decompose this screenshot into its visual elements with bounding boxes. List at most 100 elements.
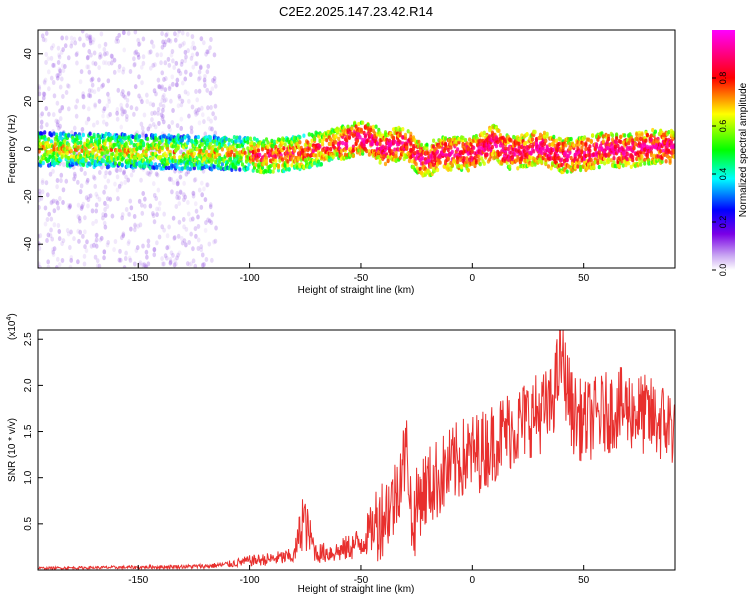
spectrogram-cell xyxy=(58,84,63,90)
spectrogram-cell xyxy=(126,92,131,98)
spectrogram-cell xyxy=(175,194,179,200)
spectrogram-cell xyxy=(55,265,59,268)
spectrogram-cell xyxy=(147,171,152,177)
spectrogram-cell xyxy=(118,257,123,263)
spectrogram-cell xyxy=(508,164,512,169)
spectrogram-cell xyxy=(40,178,45,184)
spectrogram-cell xyxy=(164,97,168,103)
spectrogram-cell xyxy=(163,60,168,66)
spectrogram-cell xyxy=(101,158,106,164)
spectrogram-cell xyxy=(177,30,182,34)
spectrogram-cell xyxy=(123,94,127,100)
spectrogram-cell xyxy=(132,56,136,62)
spectrogram-cell xyxy=(61,93,65,99)
spectrogram-cell xyxy=(504,146,508,151)
spectrogram-cell xyxy=(393,139,397,144)
spectrogram-cell xyxy=(92,175,97,181)
spectrogram-cell xyxy=(354,124,358,129)
spectrogram-cell xyxy=(116,38,121,44)
spectrogram-cell xyxy=(334,134,338,139)
spectrogram-cell xyxy=(51,249,55,255)
spectrogram-cell xyxy=(156,110,160,116)
spectrogram-cell xyxy=(122,265,127,268)
spectrogram-cell xyxy=(178,190,183,196)
spectrogram-cell xyxy=(214,225,218,231)
spectrogram-cell xyxy=(84,120,89,126)
spectrogram-cell xyxy=(591,133,595,138)
spectrogram-cell xyxy=(195,51,200,57)
spectrogram-cell xyxy=(121,89,125,95)
spectrogram-cell xyxy=(157,234,162,240)
spectrogram-cell xyxy=(117,67,121,73)
spectrogram-cell xyxy=(172,235,177,241)
spectrogram-cell xyxy=(108,111,112,117)
spectrogram-cell xyxy=(482,161,486,166)
spectrogram-cell xyxy=(162,98,167,104)
spectrogram-cell xyxy=(177,195,181,201)
spectrogram-cell xyxy=(146,261,151,267)
spectrogram-cell xyxy=(128,147,132,152)
spectrogram-cell xyxy=(57,52,61,58)
spectrogram-cell xyxy=(623,133,627,138)
spectrogram-cell xyxy=(175,123,180,129)
spectrogram-cell xyxy=(144,152,148,158)
spectrogram-cell xyxy=(56,141,60,146)
spectrogram-cell xyxy=(49,227,53,233)
spectrogram-cell xyxy=(196,134,200,140)
spectrogram-cell xyxy=(177,219,182,225)
spectrogram-cell xyxy=(208,90,213,96)
spectrogram-cell xyxy=(45,216,50,222)
spectrogram-cell xyxy=(178,174,183,180)
spectrogram-cell xyxy=(584,141,588,146)
spectrogram-cell xyxy=(87,69,92,75)
spectrogram-cell xyxy=(152,110,157,116)
spectrogram-cell xyxy=(478,162,482,167)
spectrogram-cell xyxy=(94,243,99,249)
spectrogram-cell xyxy=(90,208,95,214)
spectrogram-cell xyxy=(134,106,139,112)
spectrogram-cell xyxy=(358,135,362,140)
spectrogram-cell xyxy=(136,54,141,60)
spectrogram-cell xyxy=(171,81,175,87)
spectrogram-cell xyxy=(46,259,50,265)
spectrogram-cell xyxy=(206,49,211,55)
spectrogram-cell xyxy=(60,241,64,247)
spectrogram-cell xyxy=(211,111,215,117)
spectrogram-cell xyxy=(341,140,345,146)
spectrogram-cell xyxy=(141,262,145,268)
spectrogram-cell xyxy=(99,31,104,37)
spectrogram-cell xyxy=(103,173,107,179)
spectrogram-cell xyxy=(103,207,107,213)
spectrogram-cell xyxy=(136,37,140,43)
spectrogram-cell xyxy=(141,191,146,197)
spectrogram-cell xyxy=(601,139,605,144)
spectrogram-cell xyxy=(192,45,197,51)
spectrogram-cell xyxy=(78,229,83,235)
spectrogram-cell xyxy=(193,61,198,67)
spectrogram-cell xyxy=(102,255,106,261)
spectrogram-cell xyxy=(91,158,95,163)
spectrogram-cell xyxy=(151,102,156,108)
spectrogram-cell xyxy=(112,247,116,253)
spectrogram-cell xyxy=(485,152,489,157)
spectrogram-cell xyxy=(154,171,159,177)
spectrogram-cell xyxy=(190,45,195,51)
spectrogram-cell xyxy=(186,211,191,217)
spectrogram-cell xyxy=(106,240,110,246)
spectrogram-cell xyxy=(119,106,124,112)
spectrogram-cell xyxy=(631,155,635,160)
spectrogram-cell xyxy=(653,129,658,134)
spectrogram-cell xyxy=(188,72,193,78)
spectrogram-cell xyxy=(132,213,137,219)
spectrogram-cell xyxy=(167,176,172,182)
spectrogram-cell xyxy=(57,54,62,60)
spectrogram-cell xyxy=(208,125,212,131)
spectrogram-cell xyxy=(378,141,382,147)
spectrogram-cell xyxy=(162,92,166,98)
spectrogram-cell xyxy=(156,106,161,112)
spectrogram-cell xyxy=(199,244,204,250)
spectrogram-cell xyxy=(153,124,158,130)
spectrogram-cell xyxy=(103,212,108,218)
spectrogram-cell xyxy=(472,145,476,150)
spectrogram-cell xyxy=(542,130,547,136)
